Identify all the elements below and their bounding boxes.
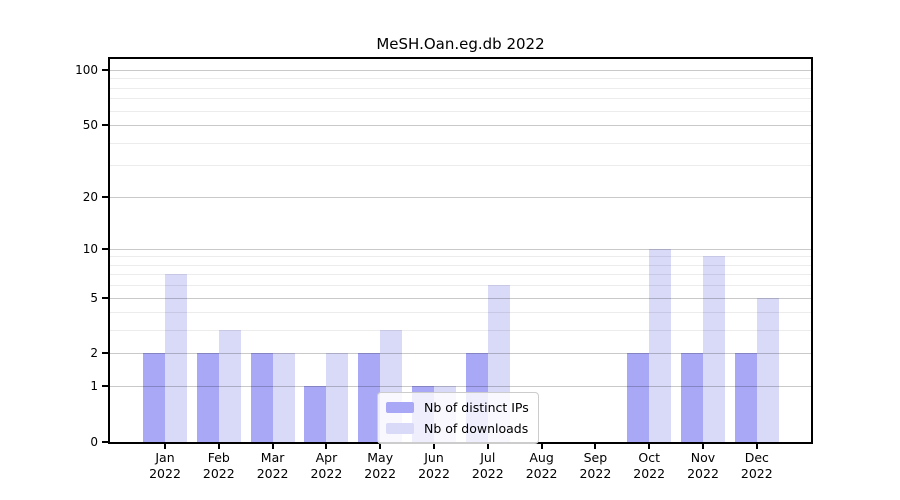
legend-label-downloads: Nb of downloads <box>424 421 529 436</box>
bar-distinct-ips-dec <box>734 353 757 442</box>
bar-downloads-oct <box>649 248 672 442</box>
gridline-major-10 <box>110 248 811 250</box>
legend-label-distinct-ips: Nb of distinct IPs <box>424 400 529 415</box>
y-axis-label-0: 0 <box>90 435 98 449</box>
x-axis-tick-jul <box>486 444 489 449</box>
legend-swatch-distinct-ips-icon <box>386 402 414 413</box>
y-axis-label-2: 2 <box>90 346 98 361</box>
x-axis-tick-sep <box>594 444 597 449</box>
y-axis-tick-20 <box>102 195 108 198</box>
x-axis-label-oct: Oct 2022 <box>633 450 666 481</box>
x-axis-label-apr: Apr 2022 <box>310 450 343 481</box>
x-axis-tick-apr <box>325 444 328 449</box>
y-axis-label-5: 5 <box>90 290 98 305</box>
gridline-minor-30 <box>110 165 811 167</box>
legend-item-distinct-ips: Nb of distinct IPs <box>386 399 529 416</box>
bar-distinct-ips-oct <box>627 353 650 442</box>
y-axis-label-100: 100 <box>75 62 98 77</box>
x-axis-label-aug: Aug 2022 <box>525 450 558 481</box>
bar-distinct-ips-nov <box>681 353 703 442</box>
gridline-major-100 <box>110 69 811 71</box>
x-axis-label-jul: Jul 2022 <box>471 450 504 481</box>
legend: Nb of distinct IPs Nb of downloads <box>377 392 539 444</box>
bar-distinct-ips-feb <box>196 353 219 442</box>
gridline-minor-40 <box>110 142 811 144</box>
gridline-minor-80 <box>110 87 811 89</box>
gridline-minor-90 <box>110 78 811 80</box>
x-axis-tick-aug <box>540 444 543 449</box>
bar-distinct-ips-jan <box>143 353 165 442</box>
bar-downloads-feb <box>218 330 241 442</box>
bar-distinct-ips-mar <box>250 353 273 442</box>
y-axis-label-50: 50 <box>82 118 98 132</box>
gridline-minor-60 <box>110 110 811 112</box>
x-axis-label-jan: Jan 2022 <box>149 450 181 481</box>
gridline-minor-70 <box>110 98 811 100</box>
gridline-major-50 <box>110 125 811 126</box>
legend-item-downloads: Nb of downloads <box>386 420 529 437</box>
gridline-major-20 <box>110 196 811 198</box>
y-axis-tick-5 <box>102 296 108 299</box>
x-axis-tick-may <box>379 444 382 449</box>
x-axis-label-dec: Dec 2022 <box>740 450 773 481</box>
bar-downloads-jan <box>165 274 187 442</box>
x-axis-label-may: May 2022 <box>364 450 397 481</box>
x-axis-label-sep: Sep 2022 <box>579 450 612 481</box>
y-axis-tick-10 <box>102 247 108 250</box>
x-axis-label-feb: Feb 2022 <box>202 450 235 481</box>
bar-downloads-mar <box>272 353 295 442</box>
y-axis-tick-100 <box>102 68 108 71</box>
bar-downloads-dec <box>756 297 779 442</box>
bar-downloads-apr <box>326 353 349 442</box>
x-axis-label-mar: Mar 2022 <box>256 450 289 481</box>
x-axis-tick-dec <box>755 444 758 449</box>
y-axis-label-20: 20 <box>82 189 98 204</box>
y-axis-tick-1 <box>102 385 108 388</box>
x-axis-tick-mar <box>271 444 274 449</box>
x-axis-tick-feb <box>217 444 220 449</box>
y-axis-tick-2 <box>102 352 108 355</box>
legend-swatch-downloads-icon <box>386 423 414 434</box>
x-axis-tick-oct <box>648 444 651 449</box>
x-axis-tick-nov <box>702 444 704 449</box>
y-axis-label-1: 1 <box>90 379 98 394</box>
bar-distinct-ips-apr <box>304 386 327 442</box>
x-axis-tick-jun <box>433 444 435 449</box>
bar-downloads-nov <box>703 256 725 442</box>
x-axis-label-nov: Nov 2022 <box>687 450 719 481</box>
y-axis-tick-50 <box>102 124 108 126</box>
chart-title: MeSH.Oan.eg.db 2022 <box>376 35 545 53</box>
x-axis-label-jun: Jun 2022 <box>418 450 450 481</box>
y-axis-label-10: 10 <box>82 241 98 256</box>
y-axis-tick-0 <box>102 441 108 443</box>
x-axis-tick-jan <box>164 444 166 449</box>
bar-distinct-ips-may <box>358 353 381 442</box>
plot-area: Nb of distinct IPs Nb of downloads 0 1 2 5 1… <box>75 57 813 481</box>
